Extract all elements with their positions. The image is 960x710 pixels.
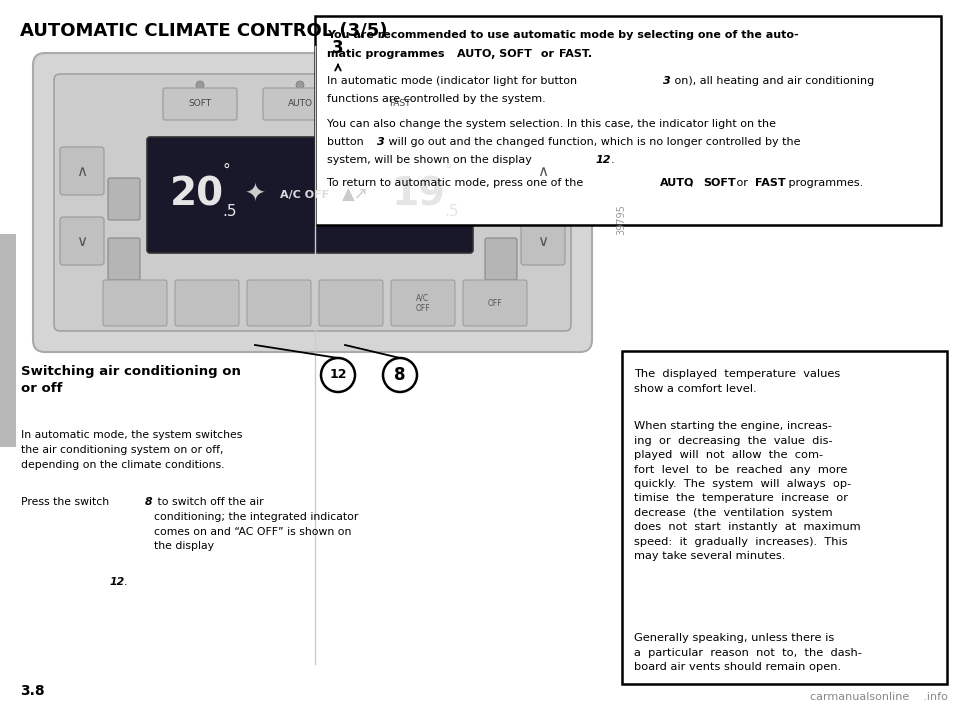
FancyBboxPatch shape: [33, 53, 592, 352]
FancyBboxPatch shape: [247, 280, 311, 326]
Text: To return to automatic mode, press one of the: To return to automatic mode, press one o…: [326, 178, 587, 187]
Text: 39795: 39795: [616, 204, 626, 236]
FancyBboxPatch shape: [319, 280, 383, 326]
Text: ∨: ∨: [77, 234, 87, 248]
Text: FAST.: FAST.: [559, 48, 592, 59]
Text: FAST: FAST: [755, 178, 785, 187]
FancyBboxPatch shape: [622, 351, 947, 684]
Text: 8: 8: [395, 366, 406, 384]
Text: .: .: [611, 155, 614, 165]
Circle shape: [321, 358, 355, 392]
Text: You can also change the system selection. In this case, the indicator light on t: You can also change the system selection…: [326, 119, 776, 129]
Text: ,: ,: [690, 178, 697, 187]
Text: will go out and the changed function, which is no longer controlled by the: will go out and the changed function, wh…: [385, 136, 801, 147]
FancyBboxPatch shape: [0, 234, 16, 447]
Text: matic programmes: matic programmes: [326, 48, 448, 59]
Text: Switching air conditioning on
or off: Switching air conditioning on or off: [21, 365, 241, 395]
FancyBboxPatch shape: [263, 88, 337, 120]
Text: 3: 3: [377, 136, 385, 147]
Text: °: °: [222, 163, 229, 178]
Text: 12: 12: [596, 155, 612, 165]
FancyBboxPatch shape: [521, 147, 565, 195]
Text: 20: 20: [170, 176, 224, 214]
Circle shape: [396, 81, 404, 89]
Text: A/C
OFF: A/C OFF: [416, 293, 430, 312]
Text: °: °: [444, 163, 452, 178]
FancyBboxPatch shape: [485, 238, 517, 280]
Text: 19: 19: [392, 176, 446, 214]
Text: Generally speaking, unless there is
a  particular  reason  not  to,  the  dash-
: Generally speaking, unless there is a pa…: [635, 633, 862, 672]
Text: button: button: [326, 136, 367, 147]
Circle shape: [383, 358, 417, 392]
Text: or: or: [732, 178, 752, 187]
Text: You are recommended to use automatic mode by selecting one of the auto-: You are recommended to use automatic mod…: [326, 30, 799, 40]
Text: AUTO, SOFT: AUTO, SOFT: [457, 48, 532, 59]
Text: AUTOMATIC CLIMATE CONTROL (3/5): AUTOMATIC CLIMATE CONTROL (3/5): [20, 22, 388, 40]
Text: system, will be shown on the display: system, will be shown on the display: [326, 155, 536, 165]
Text: .5: .5: [444, 204, 459, 219]
Text: SOFT: SOFT: [188, 99, 211, 109]
Text: ∧: ∧: [538, 163, 548, 178]
Text: FAST: FAST: [389, 99, 411, 109]
FancyBboxPatch shape: [108, 238, 140, 280]
FancyBboxPatch shape: [363, 88, 437, 120]
Text: .: .: [124, 577, 128, 587]
Text: SOFT: SOFT: [703, 178, 735, 187]
Text: 8: 8: [145, 497, 153, 507]
Text: ▲↗: ▲↗: [342, 186, 369, 204]
Text: ∨: ∨: [538, 234, 548, 248]
FancyBboxPatch shape: [521, 217, 565, 265]
FancyBboxPatch shape: [463, 280, 527, 326]
FancyBboxPatch shape: [60, 147, 104, 195]
Text: 3: 3: [662, 76, 671, 86]
Text: In automatic mode (indicator light for button: In automatic mode (indicator light for b…: [326, 76, 581, 86]
Text: programmes.: programmes.: [785, 178, 863, 187]
Text: carmanualsonline    .info: carmanualsonline .info: [810, 692, 948, 702]
Text: to switch off the air
conditioning; the integrated indicator
comes on and “AC OF: to switch off the air conditioning; the …: [155, 497, 358, 552]
Text: .5: .5: [222, 204, 236, 219]
Text: 3: 3: [332, 39, 344, 57]
FancyBboxPatch shape: [103, 280, 167, 326]
Text: OFF: OFF: [488, 298, 502, 307]
Text: A/C OFF: A/C OFF: [280, 190, 329, 200]
Text: 3.8: 3.8: [20, 684, 44, 698]
Text: AUTO: AUTO: [287, 99, 313, 109]
FancyBboxPatch shape: [175, 280, 239, 326]
Text: on), all heating and air conditioning: on), all heating and air conditioning: [671, 76, 875, 86]
Circle shape: [296, 81, 304, 89]
Text: When starting the engine, increas-
ing  or  decreasing  the  value  dis-
played : When starting the engine, increas- ing o…: [635, 422, 861, 561]
FancyBboxPatch shape: [163, 88, 237, 120]
Circle shape: [321, 31, 355, 65]
Text: functions are controlled by the system.: functions are controlled by the system.: [326, 94, 545, 104]
FancyBboxPatch shape: [108, 178, 140, 220]
FancyBboxPatch shape: [60, 217, 104, 265]
Text: Press the switch: Press the switch: [21, 497, 112, 507]
Text: ∧: ∧: [77, 163, 87, 178]
FancyBboxPatch shape: [54, 74, 571, 331]
Circle shape: [196, 81, 204, 89]
Text: 12: 12: [329, 368, 347, 381]
FancyBboxPatch shape: [147, 137, 473, 253]
Text: The  displayed  temperature  values
show a comfort level.: The displayed temperature values show a …: [635, 369, 840, 394]
Text: ✦: ✦: [245, 183, 266, 207]
Text: 12: 12: [109, 577, 125, 587]
Text: In automatic mode, the system switches
the air conditioning system on or off,
de: In automatic mode, the system switches t…: [21, 430, 243, 469]
FancyBboxPatch shape: [391, 280, 455, 326]
Text: AUTO: AUTO: [660, 178, 694, 187]
FancyBboxPatch shape: [485, 178, 517, 220]
Text: or: or: [537, 48, 558, 59]
FancyBboxPatch shape: [315, 16, 941, 225]
